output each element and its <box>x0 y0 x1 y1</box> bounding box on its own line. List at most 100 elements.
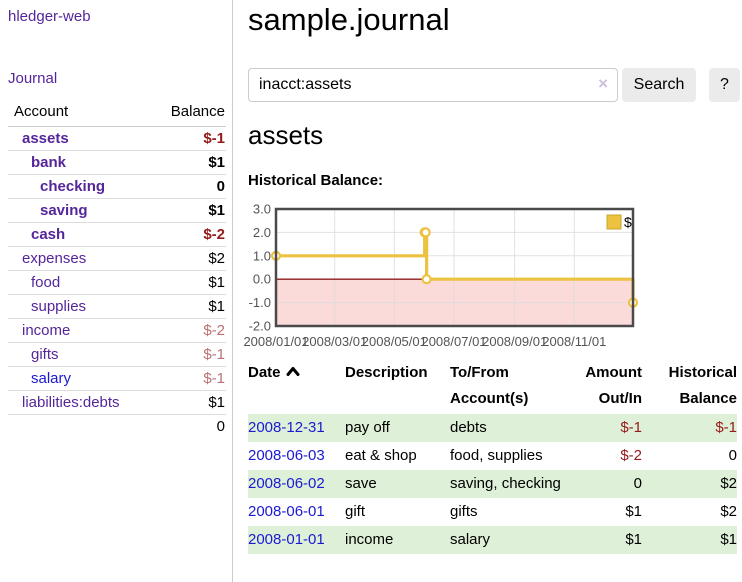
register-date-cell: 2008-12-31 <box>248 414 345 442</box>
x-tick-label: 2008/01/01 <box>243 334 308 349</box>
register-column-header[interactable]: Historical Balance <box>668 364 737 407</box>
account-balance: $1 <box>148 294 226 319</box>
register-accounts-cell: food, supplies <box>450 447 543 464</box>
search-input[interactable] <box>248 68 618 102</box>
account-link[interactable]: saving <box>40 202 88 219</box>
account-link[interactable]: food <box>31 274 61 291</box>
account-row: liabilities:debts $1 <box>8 390 226 415</box>
account-link[interactable]: supplies <box>31 298 87 315</box>
y-tick-label: 1.0 <box>253 248 271 263</box>
account-row: bank $1 <box>8 150 226 175</box>
register-date-cell: 2008-06-02 <box>248 470 345 498</box>
register-column-header[interactable]: Amount Out/In <box>585 364 642 407</box>
accounts-header-row: Account Balance <box>8 100 226 127</box>
register-date-cell: 2008-06-01 <box>248 498 345 526</box>
account-row: assets $-1 <box>8 126 226 151</box>
account-row: checking 0 <box>8 174 226 199</box>
account-balance: $-1 <box>148 366 226 391</box>
accounts-total-row: 0 <box>8 414 226 438</box>
register-column-header[interactable]: Date <box>248 358 345 414</box>
register-amount-cell: $1 <box>625 503 642 520</box>
accounts-total-spacer <box>8 414 149 438</box>
account-balance: 0 <box>148 174 226 199</box>
register-accounts-cell: salary <box>450 531 491 548</box>
sort-ascending-icon <box>286 367 300 376</box>
register-amount-cell: $1 <box>625 531 642 548</box>
x-tick-label: 2008/07/01 <box>421 334 486 349</box>
register-description-cell: gift <box>345 503 366 520</box>
x-tick-label: 2008/05/01 <box>362 334 427 349</box>
legend-label: $ <box>624 214 632 230</box>
sidebar-item-journal[interactable]: Journal <box>8 70 58 87</box>
accounts-total-value: 0 <box>148 414 226 438</box>
account-row: cash $-2 <box>8 222 226 247</box>
account-row: income $-2 <box>8 318 226 343</box>
register-balance-cell: $2 <box>720 475 737 492</box>
account-link[interactable]: expenses <box>22 250 87 267</box>
account-rows: assets $-1 bank $1 checking 0 saving $1 cash $-2 e… <box>8 126 226 415</box>
account-balance: $1 <box>148 390 226 415</box>
register-column-header[interactable]: To/From Account(s) <box>450 364 529 407</box>
search-button[interactable]: Search <box>622 68 696 102</box>
y-tick-label: 3.0 <box>253 202 271 217</box>
account-link[interactable]: gifts <box>31 346 59 363</box>
account-balance: $1 <box>148 270 226 295</box>
sidebar: hledger-web Journal Account Balance asse… <box>0 0 233 582</box>
chart-marker[interactable] <box>420 227 431 238</box>
account-balance: $-1 <box>148 342 226 367</box>
account-link[interactable]: checking <box>40 178 106 195</box>
register-balance-cell: $-1 <box>715 419 737 436</box>
register-balance-cell: 0 <box>728 447 737 464</box>
transaction-date-link[interactable]: 2008-06-01 <box>248 503 325 520</box>
account-balance: $-1 <box>148 126 226 151</box>
account-balance: $-2 <box>148 222 226 247</box>
account-row: supplies $1 <box>8 294 226 319</box>
account-link[interactable]: income <box>22 322 71 339</box>
transaction-date-link[interactable]: 2008-01-01 <box>248 531 325 548</box>
register-description-cell: eat & shop <box>345 447 417 464</box>
register-row: 2008-06-01 gift gifts $1 $2 <box>248 498 737 526</box>
chart-legend: $ <box>606 214 632 230</box>
register-rows: 2008-12-31 pay off debts $-1 $-1 2008-06-03 ea… <box>248 414 737 554</box>
y-tick-label: 2.0 <box>253 225 271 240</box>
register-description-cell: income <box>345 531 394 548</box>
x-tick-label: 2008/03/01 <box>302 334 367 349</box>
help-button[interactable]: ? <box>709 68 740 102</box>
brand-link[interactable]: hledger-web <box>8 8 91 25</box>
clear-search-icon[interactable]: × <box>598 74 608 93</box>
x-tick-label: 2008/09/01 <box>482 334 547 349</box>
x-tick-label: 2008/11/01 <box>542 334 606 349</box>
transaction-date-link[interactable]: 2008-12-31 <box>248 419 325 436</box>
chart-marker[interactable] <box>421 274 432 285</box>
account-link[interactable]: cash <box>31 226 66 243</box>
register-amount-cell: $-1 <box>620 419 642 436</box>
register-row: 2008-12-31 pay off debts $-1 $-1 <box>248 414 737 442</box>
register-header-row: Date Description To/From Account(s) Amount … <box>248 358 737 414</box>
account-link[interactable]: assets <box>22 130 69 147</box>
y-tick-label: 0.0 <box>253 272 271 287</box>
register-accounts-cell: saving, checking <box>450 475 561 492</box>
register-table: Date Description To/From Account(s) Amount … <box>248 358 737 554</box>
account-balance: $1 <box>148 198 226 223</box>
register-row: 2008-06-02 save saving, checking 0 $2 <box>248 470 737 498</box>
register-date-cell: 2008-01-01 <box>248 526 345 554</box>
account-link[interactable]: salary <box>31 370 72 387</box>
register-column-header[interactable]: Description <box>345 364 428 381</box>
account-link[interactable]: liabilities:debts <box>22 394 120 411</box>
register-date-cell: 2008-06-03 <box>248 442 345 470</box>
page-title: sample.journal <box>248 2 450 37</box>
y-tick-label: -1.0 <box>249 295 271 310</box>
register-balance-cell: $2 <box>720 503 737 520</box>
register-row: 2008-01-01 income salary $1 $1 <box>248 526 737 554</box>
register-amount-cell: $-2 <box>620 447 642 464</box>
transaction-date-link[interactable]: 2008-06-02 <box>248 475 325 492</box>
main-content: sample.journal × Search ? assets Histori… <box>243 0 740 554</box>
account-link[interactable]: bank <box>31 154 67 171</box>
transaction-date-link[interactable]: 2008-06-03 <box>248 447 325 464</box>
historical-balance-chart: 3.0 2.0 1.0 0.0 -1.0 -2.0 2008/01/01 2008/03/01… <box>240 196 712 352</box>
accounts-header-balance: Balance <box>148 100 226 127</box>
account-row: food $1 <box>8 270 226 295</box>
account-row: expenses $2 <box>8 246 226 271</box>
account-row: salary $-1 <box>8 366 226 391</box>
accounts-header-account: Account <box>8 100 149 127</box>
